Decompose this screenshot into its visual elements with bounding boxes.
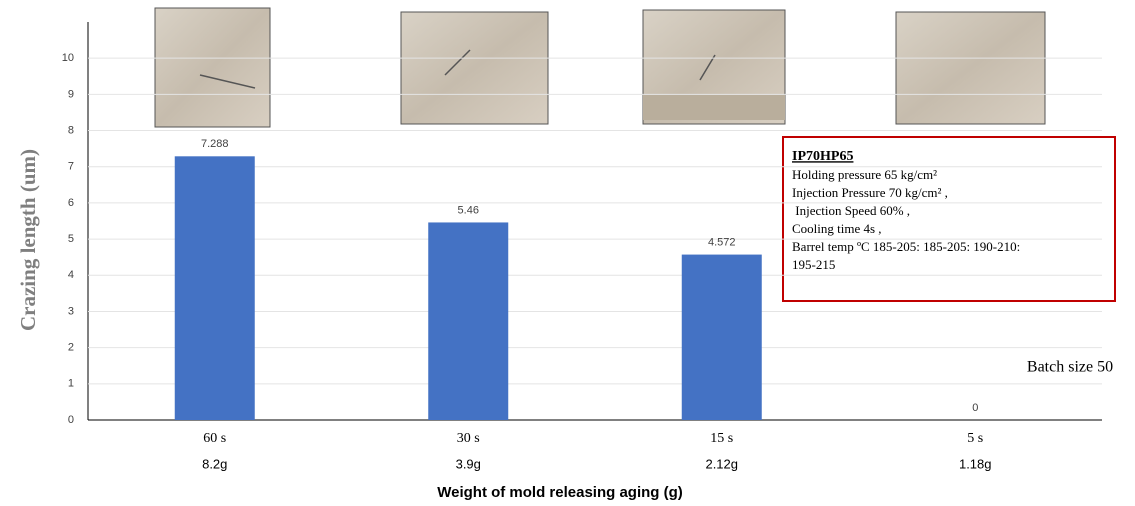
x-tick-label: 15 s: [710, 431, 733, 446]
photo: [895, 11, 1046, 125]
x-tick-label: 5 s: [967, 431, 983, 446]
data-label: 5.46: [458, 204, 479, 216]
data-label: 7.288: [201, 138, 229, 150]
y-tick-label: 0: [68, 414, 74, 426]
y-tick-label: 2: [68, 342, 74, 354]
photo-crack: [699, 54, 716, 81]
bar: [174, 156, 255, 420]
data-label: 4.572: [708, 236, 736, 248]
y-tick-label: 5: [68, 233, 74, 245]
photo: [400, 11, 549, 125]
y-tick-label: 10: [62, 52, 74, 64]
photo-rim: [643, 95, 785, 120]
annotation-title: IP70HP65: [792, 149, 853, 164]
y-axis-title: Crazing length (um): [16, 149, 40, 331]
x-tick-label: 60 s: [203, 431, 226, 446]
x-weight-label: 8.2g: [202, 456, 227, 471]
bar: [428, 222, 509, 420]
note: Batch size 50: [1027, 359, 1113, 376]
annotation-box: [782, 136, 1116, 302]
x-tick-label: 30 s: [457, 431, 480, 446]
x-weight-label: 2.12g: [705, 456, 738, 471]
y-tick-label: 6: [68, 197, 74, 209]
annotation-line: Barrel temp ºC 185-205: 185-205: 190-210…: [792, 239, 1020, 254]
data-label: 0: [972, 402, 978, 414]
sample-photos: [154, 7, 1046, 128]
y-tick-label: 7: [68, 161, 74, 173]
bar: [681, 254, 762, 420]
annotation-line: Cooling time 4s ,: [792, 221, 882, 236]
y-tick-label: 4: [68, 269, 74, 281]
annotation-line: Holding pressure 65 kg/cm²: [792, 167, 937, 182]
y-tick-label: 8: [68, 124, 74, 136]
annotation-line: Injection Speed 60% ,: [792, 203, 910, 218]
y-tick-label: 9: [68, 88, 74, 100]
x-weight-label: 3.9g: [456, 456, 481, 471]
photo-crack: [199, 74, 256, 89]
photo-crack: [444, 49, 471, 76]
photo: [154, 7, 271, 128]
annotation-line: 195-215: [792, 257, 835, 272]
annotation-line: Injection Pressure 70 kg/cm² ,: [792, 185, 948, 200]
y-tick-label: 3: [68, 305, 74, 317]
x-axis-title: Weight of mold releasing aging (g): [437, 484, 683, 501]
x-weight-label: 1.18g: [959, 456, 992, 471]
y-tick-label: 1: [68, 378, 74, 390]
